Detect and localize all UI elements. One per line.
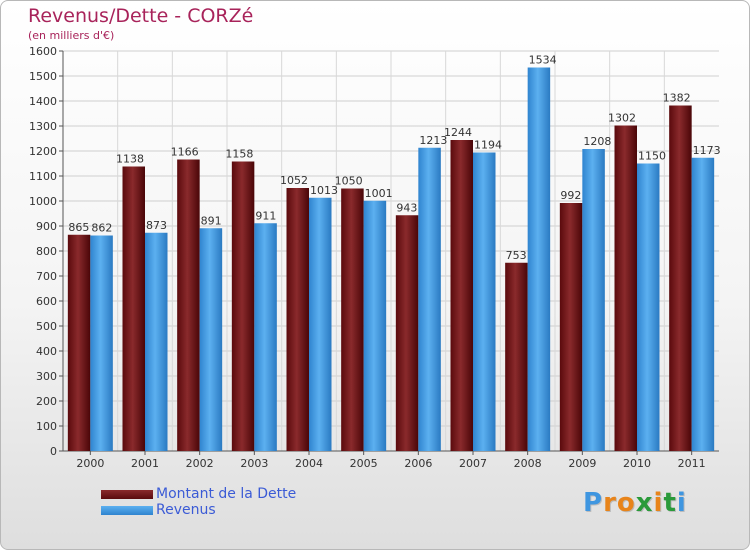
data-label: 1138 <box>116 153 144 166</box>
data-label: 1244 <box>444 126 472 139</box>
y-tick-label: 900 <box>36 220 57 233</box>
x-tick-label: 2011 <box>678 457 706 470</box>
x-tick-label: 2010 <box>623 457 651 470</box>
x-tick-label: 2002 <box>186 457 214 470</box>
bar-revenus-2011 <box>691 157 715 451</box>
data-label: 1173 <box>693 144 721 157</box>
data-label: 943 <box>396 201 417 214</box>
logo-letter: r <box>603 488 617 518</box>
bar-dette-2009 <box>559 203 583 451</box>
y-tick-label: 1200 <box>29 145 57 158</box>
legend-swatch-dette <box>101 490 153 499</box>
bar-revenus-2002 <box>199 228 223 451</box>
proxiti-logo: Proxiti <box>583 488 687 518</box>
y-tick-label: 1600 <box>29 45 57 58</box>
bar-dette-2010 <box>614 125 637 451</box>
y-tick-label: 800 <box>36 245 57 258</box>
legend-label-revenus: Revenus <box>156 502 216 518</box>
bar-revenus-2009 <box>582 149 605 451</box>
data-labels: 865 8621138873116689111589111052101310501… <box>68 54 720 262</box>
x-tick-label: 2001 <box>131 457 159 470</box>
data-label: 1050 <box>335 175 363 188</box>
data-label: 992 <box>560 189 581 202</box>
legend-swatch-revenus <box>101 506 153 515</box>
data-label: 753 <box>506 249 527 262</box>
bar-revenus-2000 <box>90 235 113 451</box>
logo-letter: i <box>653 488 664 518</box>
data-label: 1213 <box>419 134 447 147</box>
bar-revenus-2007 <box>473 152 496 451</box>
grid-lines <box>63 50 719 452</box>
x-tick-label: 2004 <box>295 457 323 470</box>
data-label: 865 <box>68 221 89 234</box>
y-tick-label: 1300 <box>29 120 57 133</box>
bar-revenus-2004 <box>309 197 332 451</box>
logo-letter: x <box>635 488 654 518</box>
data-label: 1001 <box>365 187 393 200</box>
bar-dette-2000 <box>67 234 91 451</box>
logo-letter: i <box>676 488 687 518</box>
chart-subtitle: (en milliers d'€) <box>28 29 115 42</box>
data-label: 1302 <box>608 112 636 125</box>
logo-letter: t <box>663 488 677 518</box>
x-tick-label: 2009 <box>568 457 596 470</box>
bar-dette-2001 <box>122 166 145 451</box>
x-tick-label: 2006 <box>404 457 432 470</box>
bar-revenus-2008 <box>527 67 551 451</box>
data-label: 1382 <box>663 92 691 105</box>
chart-title: Revenus/Dette - CORZé <box>28 5 254 27</box>
bars <box>67 67 715 451</box>
logo-letter: P <box>583 488 604 518</box>
y-tick-label: 600 <box>36 295 57 308</box>
data-label: 1158 <box>225 148 253 161</box>
bar-dette-2002 <box>177 159 200 451</box>
data-label: 1150 <box>638 150 666 163</box>
bar-revenus-2010 <box>637 163 660 451</box>
y-tick-label: 500 <box>36 320 57 333</box>
bar-dette-2003 <box>231 161 255 451</box>
y-tick-label: 700 <box>36 270 57 283</box>
bar-dette-2004 <box>286 188 309 451</box>
bar-revenus-2006 <box>418 147 441 451</box>
x-tick-label: 2000 <box>76 457 104 470</box>
axes: 0 100 200 300 400 500 600 700 800 900 1000 1100 1200… <box>29 45 719 470</box>
bar-revenus-2001 <box>145 232 168 451</box>
y-tick-label: 1400 <box>29 95 57 108</box>
data-label: 1013 <box>310 184 338 197</box>
y-tick-label: 1500 <box>29 70 57 83</box>
y-tick-label: 0 <box>50 445 57 458</box>
logo-letter: o <box>616 488 636 518</box>
bar-revenus-2003 <box>254 223 277 451</box>
y-tick-label: 300 <box>36 370 57 383</box>
x-tick-label: 2007 <box>459 457 487 470</box>
x-tick-label: 2008 <box>514 457 542 470</box>
bar-dette-2006 <box>395 215 419 451</box>
data-label: 1166 <box>171 146 199 159</box>
y-tick-label: 1100 <box>29 170 57 183</box>
bar-dette-2007 <box>450 140 473 451</box>
bar-dette-2008 <box>505 262 528 451</box>
legend-label-dette: Montant de la Dette <box>156 486 297 502</box>
data-label: 1534 <box>529 54 557 67</box>
data-label: 911 <box>255 209 276 222</box>
data-label: 862 <box>91 222 112 235</box>
y-tick-label: 400 <box>36 345 57 358</box>
data-label: 1208 <box>583 135 611 148</box>
data-label: 1194 <box>474 139 502 152</box>
data-label: 1052 <box>280 174 308 187</box>
y-tick-label: 200 <box>36 395 57 408</box>
x-tick-label: 2005 <box>350 457 378 470</box>
bar-dette-2011 <box>669 105 692 451</box>
data-label: 873 <box>146 219 167 232</box>
x-tick-label: 2003 <box>240 457 268 470</box>
data-label: 891 <box>201 214 222 227</box>
y-tick-label: 100 <box>36 420 57 433</box>
bar-dette-2005 <box>341 188 364 451</box>
bar-revenus-2005 <box>363 200 387 451</box>
y-tick-label: 1000 <box>29 195 57 208</box>
